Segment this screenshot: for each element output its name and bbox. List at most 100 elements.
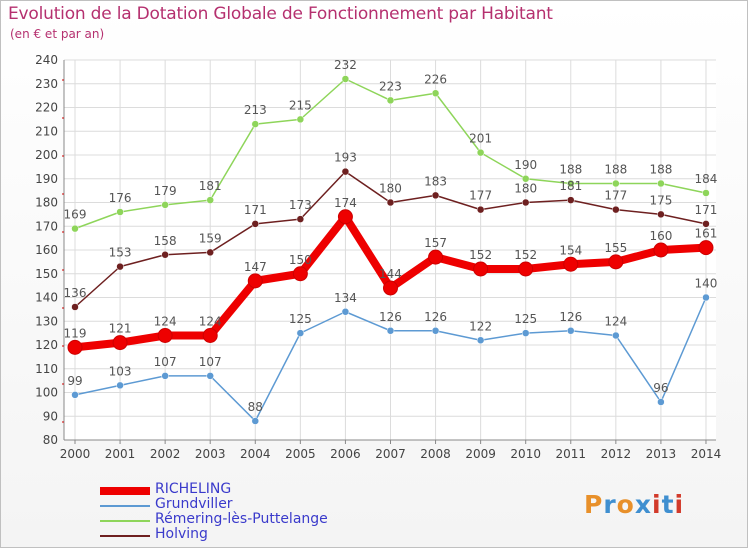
data-point-richeling [518, 261, 534, 277]
data-label-grundviller: 124 [604, 315, 627, 329]
data-label-richeling: 152 [514, 248, 537, 262]
data-label-holving: 136 [64, 286, 87, 300]
data-point-holving [612, 205, 620, 214]
data-point-r-mering-l-s-puttelange [567, 179, 575, 188]
data-point-holving [296, 215, 305, 223]
y-tick-label: 200 [35, 148, 58, 162]
data-label-richeling: 147 [244, 260, 267, 274]
data-point-holving [206, 248, 214, 257]
data-label-richeling: 155 [604, 241, 627, 255]
data-point-richeling [292, 266, 308, 282]
legend-swatch-richeling [100, 487, 150, 495]
data-point-richeling [473, 261, 489, 277]
data-label-r-mering-l-s-puttelange: 181 [199, 179, 222, 193]
data-label-r-mering-l-s-puttelange: 188 [559, 163, 582, 177]
y-tick-label: 180 [35, 196, 58, 210]
data-label-grundviller: 126 [424, 310, 447, 324]
data-point-grundviller [206, 372, 214, 380]
data-label-grundviller: 126 [379, 310, 402, 324]
data-point-richeling [67, 339, 83, 355]
x-tick-label: 2008 [420, 447, 451, 461]
data-point-grundviller [296, 329, 305, 337]
data-point-richeling [247, 273, 263, 289]
data-label-grundviller: 134 [334, 291, 357, 305]
legend-swatch-grundviller [100, 505, 150, 507]
y-tick-label: 220 [35, 101, 58, 115]
data-label-richeling: 160 [649, 229, 672, 243]
data-label-grundviller: 125 [514, 312, 537, 326]
data-label-grundviller: 126 [559, 310, 582, 324]
data-label-r-mering-l-s-puttelange: 188 [649, 163, 672, 177]
data-label-holving: 193 [334, 151, 357, 165]
data-point-grundviller [431, 327, 440, 335]
x-tick-label: 2013 [646, 447, 677, 461]
data-point-grundviller [612, 331, 620, 340]
y-tick-label: 140 [35, 291, 58, 305]
data-point-r-mering-l-s-puttelange [71, 224, 79, 233]
data-point-r-mering-l-s-puttelange [657, 179, 665, 188]
data-point-r-mering-l-s-puttelange [702, 189, 710, 197]
data-point-grundviller [386, 327, 395, 335]
data-point-grundviller [71, 391, 79, 399]
data-point-richeling [202, 328, 218, 343]
data-label-holving: 180 [514, 182, 537, 196]
data-label-richeling: 174 [334, 196, 357, 210]
data-point-grundviller [116, 381, 124, 390]
data-label-holving: 153 [109, 246, 132, 260]
data-point-holving [476, 205, 485, 214]
data-point-grundviller [476, 336, 485, 344]
logo-letter: P [584, 490, 604, 519]
data-label-grundviller: 96 [653, 381, 668, 395]
x-tick-label: 2006 [330, 447, 361, 461]
data-label-r-mering-l-s-puttelange: 213 [244, 103, 267, 117]
data-point-richeling [653, 242, 669, 258]
data-point-grundviller [567, 327, 575, 335]
data-label-grundviller: 103 [109, 364, 132, 378]
y-tick-label: 130 [35, 314, 58, 328]
data-label-richeling: 121 [109, 322, 132, 336]
data-point-holving [567, 196, 575, 204]
data-label-r-mering-l-s-puttelange: 190 [514, 158, 537, 172]
y-tick-label: 120 [35, 338, 58, 352]
data-label-holving: 159 [199, 231, 222, 245]
y-tick-label: 100 [35, 386, 58, 400]
data-point-richeling [563, 256, 579, 272]
data-label-holving: 171 [244, 203, 267, 217]
logo-letter: i [652, 490, 662, 519]
grid [64, 59, 716, 441]
data-label-grundviller: 122 [469, 319, 492, 333]
data-label-richeling: 144 [379, 267, 402, 281]
data-point-holving [341, 167, 350, 176]
data-label-r-mering-l-s-puttelange: 184 [695, 172, 718, 186]
x-tick-label: 2000 [60, 447, 91, 461]
x-tick-label: 2011 [555, 447, 586, 461]
data-point-r-mering-l-s-puttelange [206, 196, 214, 204]
data-point-holving [657, 210, 665, 219]
data-point-r-mering-l-s-puttelange [341, 75, 350, 83]
data-point-r-mering-l-s-puttelange [521, 175, 530, 183]
data-point-holving [251, 220, 260, 228]
data-label-r-mering-l-s-puttelange: 215 [289, 98, 312, 112]
x-tick-label: 2009 [465, 447, 496, 461]
legend-label-holving: Holving [155, 526, 208, 542]
y-tick-label: 240 [35, 53, 58, 67]
y-tick-label: 80 [43, 433, 58, 447]
data-label-holving: 183 [424, 174, 447, 188]
x-tick-label: 2014 [691, 447, 722, 461]
data-point-richeling [112, 335, 128, 351]
data-label-grundviller: 99 [67, 374, 82, 388]
logo-letter: x [634, 490, 652, 519]
data-label-holving: 171 [695, 203, 718, 217]
data-label-r-mering-l-s-puttelange: 179 [154, 184, 177, 198]
data-label-r-mering-l-s-puttelange: 201 [469, 132, 492, 146]
logo-letter: t [661, 490, 675, 519]
data-label-holving: 173 [289, 198, 312, 212]
data-label-r-mering-l-s-puttelange: 232 [334, 58, 357, 72]
data-point-r-mering-l-s-puttelange [161, 201, 169, 209]
data-point-holving [431, 191, 440, 200]
data-point-richeling [382, 280, 398, 296]
data-label-grundviller: 107 [154, 355, 177, 369]
x-tick-label: 2002 [150, 447, 181, 461]
data-labels: 169 176 179 181 213 215 232 223 226 201 190 188 188 1… [64, 58, 718, 414]
data-point-grundviller [657, 398, 665, 406]
